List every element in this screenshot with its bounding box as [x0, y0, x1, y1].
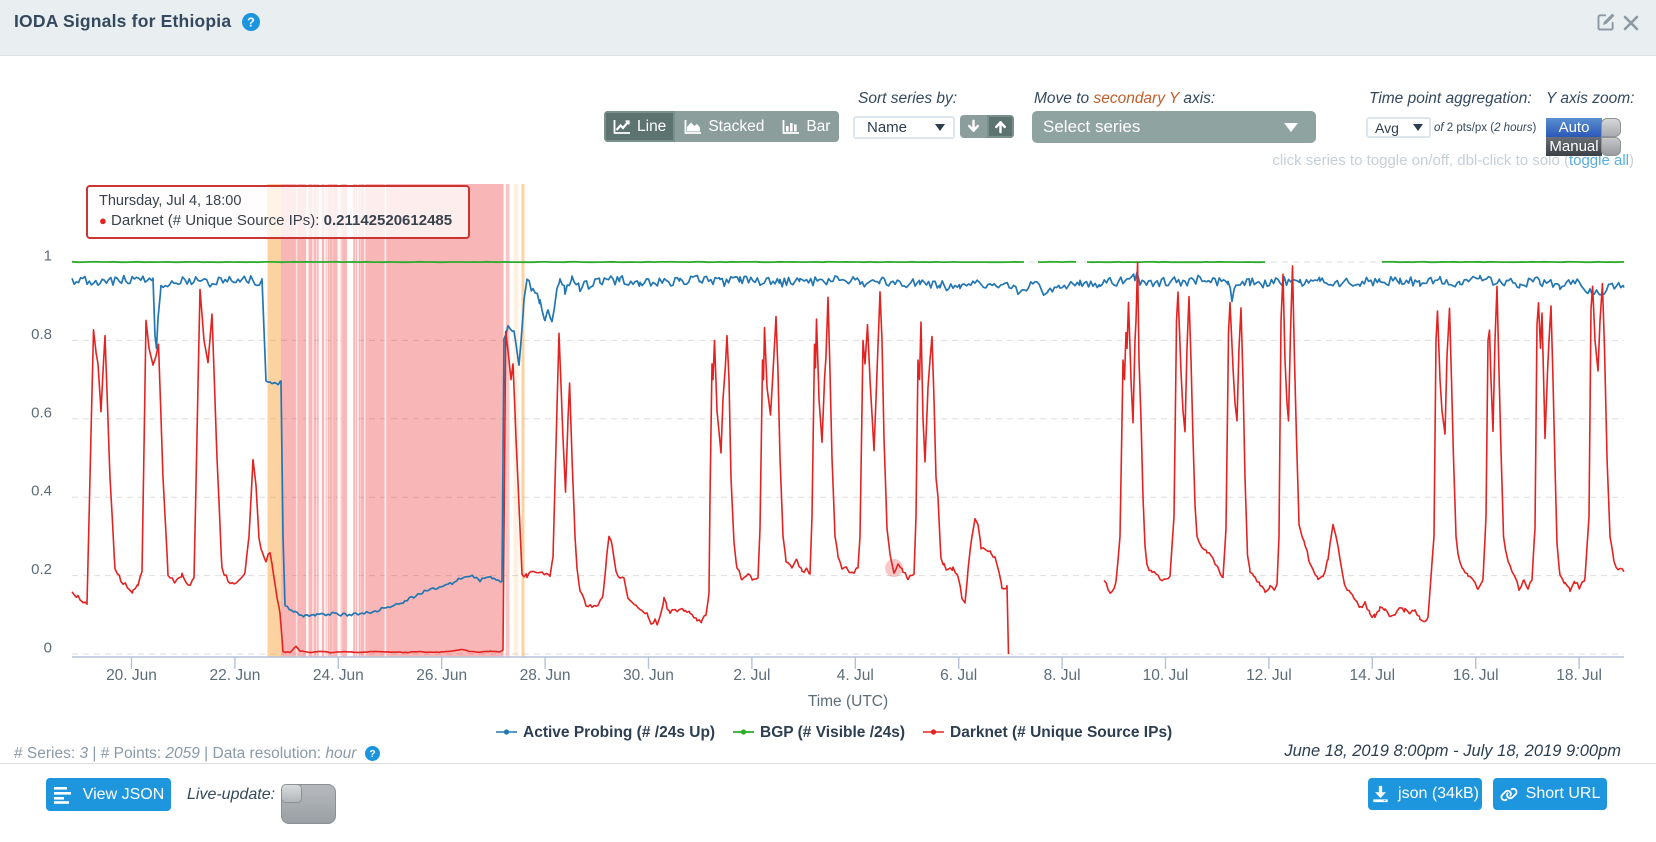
svg-text:?: ? — [369, 748, 375, 760]
svg-text:Time (UTC): Time (UTC) — [808, 693, 888, 710]
svg-text:14. Jul: 14. Jul — [1349, 667, 1395, 684]
svg-text:?: ? — [247, 15, 255, 29]
svg-text:18. Jul: 18. Jul — [1556, 667, 1602, 684]
svg-text:6. Jul: 6. Jul — [940, 667, 977, 684]
svg-text:1: 1 — [44, 248, 52, 265]
svg-text:4. Jul: 4. Jul — [837, 667, 874, 684]
svg-text:16. Jul: 16. Jul — [1453, 667, 1499, 684]
svg-text:0.4: 0.4 — [31, 483, 52, 500]
svg-text:0: 0 — [44, 640, 52, 657]
svg-text:24. Jun: 24. Jun — [313, 667, 364, 684]
svg-text:Active Probing (# /24s Up): Active Probing (# /24s Up) — [523, 724, 715, 741]
svg-text:0.6: 0.6 — [31, 404, 52, 421]
svg-text:2. Jul: 2. Jul — [733, 667, 770, 684]
svg-text:12. Jul: 12. Jul — [1246, 667, 1292, 684]
svg-text:20. Jun: 20. Jun — [106, 667, 157, 684]
svg-text:30. Jun: 30. Jun — [623, 667, 674, 684]
svg-text:26. Jun: 26. Jun — [416, 667, 467, 684]
svg-text:28. Jun: 28. Jun — [520, 667, 571, 684]
svg-text:0.8: 0.8 — [31, 326, 52, 343]
svg-text:Darknet (# Unique Source IPs): Darknet (# Unique Source IPs) — [950, 724, 1172, 741]
svg-text:22. Jun: 22. Jun — [209, 667, 260, 684]
svg-text:8. Jul: 8. Jul — [1044, 667, 1081, 684]
svg-text:BGP (# Visible /24s): BGP (# Visible /24s) — [760, 724, 905, 741]
svg-text:10. Jul: 10. Jul — [1143, 667, 1189, 684]
svg-text:0.2: 0.2 — [31, 561, 52, 578]
